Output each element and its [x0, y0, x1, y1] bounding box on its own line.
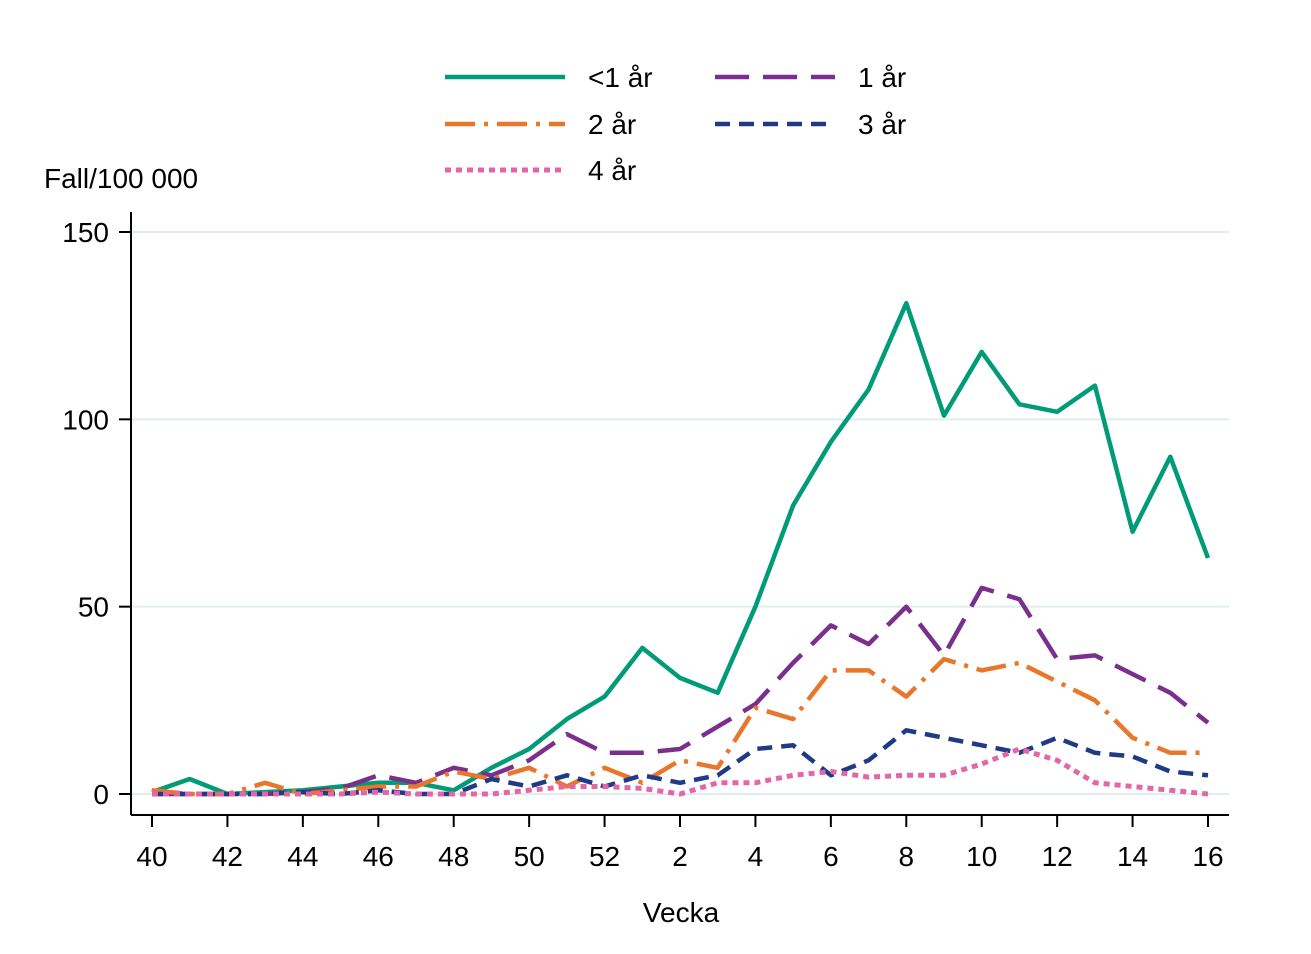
- y-tick-label: 150: [62, 217, 109, 248]
- x-axis-title: Vecka: [643, 897, 720, 928]
- x-tick-label: 48: [438, 841, 469, 872]
- legend-label-1: 1 år: [858, 62, 906, 93]
- y-tick-label: 50: [78, 592, 109, 623]
- x-tick-label: 40: [136, 841, 167, 872]
- x-tick-label: 52: [589, 841, 620, 872]
- x-tick-label: 46: [363, 841, 394, 872]
- x-tick-label: 14: [1117, 841, 1148, 872]
- x-tick-label: 10: [966, 841, 997, 872]
- series-line-3: [152, 728, 1209, 797]
- legend-label-2: 2 år: [588, 109, 636, 140]
- y-ticks: 0 50 100 150: [62, 217, 131, 810]
- y-axis-title: Fall/100 000: [44, 163, 198, 194]
- x-tick-label: 2: [672, 841, 688, 872]
- series-line-1: [152, 585, 1210, 797]
- x-tick-label: 4: [748, 841, 764, 872]
- x-tick-label: 16: [1192, 841, 1223, 872]
- x-ticks: 40 42 44 46 48 50 52 2 4 6 8 10 12 14 16: [136, 815, 1224, 872]
- legend: <1 år 1 år 2 år 3 år 4 år: [445, 62, 906, 186]
- legend-label-4: 4 år: [588, 155, 636, 186]
- x-tick-label: 12: [1042, 841, 1073, 872]
- x-tick-label: 6: [823, 841, 839, 872]
- axes: [130, 212, 1229, 816]
- legend-label-3: 3 år: [858, 109, 906, 140]
- x-tick-label: 8: [898, 841, 914, 872]
- x-tick-label: 42: [212, 841, 243, 872]
- grid-lines: [131, 231, 1229, 795]
- series-lines: [151, 300, 1211, 797]
- x-tick-label: 44: [287, 841, 318, 872]
- x-tick-label: 50: [514, 841, 545, 872]
- series-line-4: [152, 746, 1209, 797]
- legend-label-0: <1 år: [588, 62, 653, 93]
- y-tick-label: 100: [62, 404, 109, 435]
- series-line-0: [151, 300, 1211, 797]
- y-tick-label: 0: [93, 779, 109, 810]
